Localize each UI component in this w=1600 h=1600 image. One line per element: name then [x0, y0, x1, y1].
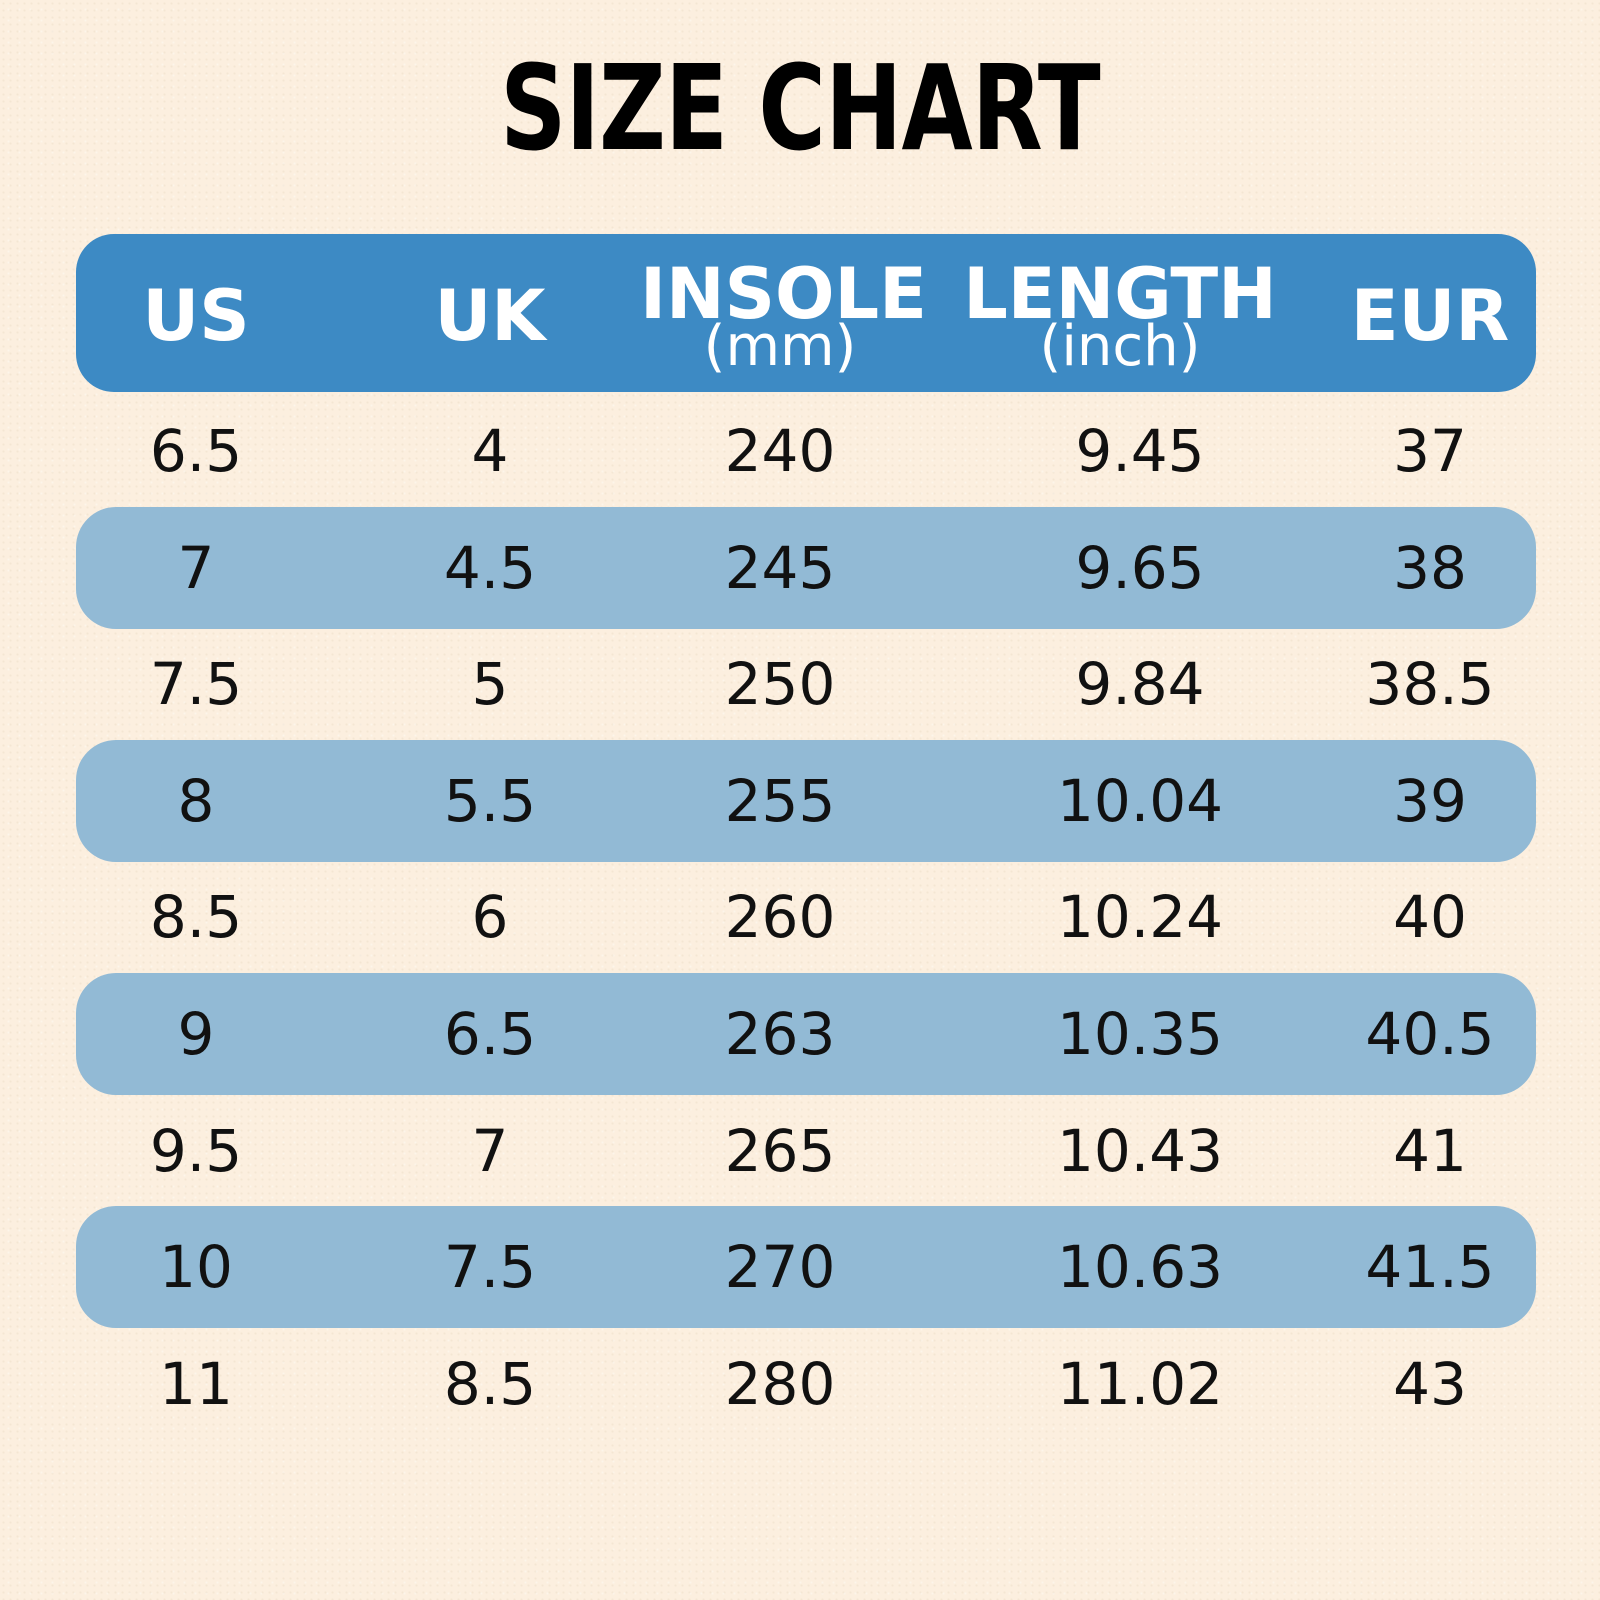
cell-inch: 10.35 — [1056, 1000, 1224, 1068]
cell-us: 6.5 — [149, 417, 243, 485]
cell-eur: 40 — [1393, 883, 1467, 951]
cell-uk: 4.5 — [443, 534, 537, 602]
header-us: US — [76, 234, 316, 392]
cell-eur: 41.5 — [1365, 1233, 1495, 1301]
page-title: SIZE CHART — [500, 39, 1101, 177]
table-row: 10 7.5 270 10.63 41.5 — [76, 1206, 1536, 1328]
cell-mm: 255 — [724, 767, 836, 835]
cell-eur: 39 — [1393, 767, 1467, 835]
header-length-unit: (inch) — [1039, 314, 1201, 379]
row-stripe — [76, 507, 1536, 629]
row-stripe — [76, 973, 1536, 1095]
cell-uk: 4 — [471, 417, 509, 485]
table-row: 6.5 4 240 9.45 37 — [76, 390, 1536, 512]
cell-mm: 260 — [724, 883, 836, 951]
header-length-label: LENGTH — [963, 253, 1277, 335]
table-row: 9.5 7 265 10.43 41 — [76, 1090, 1536, 1212]
cell-inch: 11.02 — [1056, 1350, 1224, 1418]
table-row: 7.5 5 250 9.84 38.5 — [76, 623, 1536, 745]
cell-inch: 10.04 — [1056, 767, 1224, 835]
cell-inch: 10.43 — [1056, 1117, 1224, 1185]
table-row: 11 8.5 280 11.02 43 — [76, 1323, 1536, 1445]
header-insole-label: INSOLE — [640, 253, 927, 335]
cell-mm: 240 — [724, 417, 836, 485]
cell-us: 9.5 — [149, 1117, 243, 1185]
cell-mm: 245 — [724, 534, 836, 602]
header-length: LENGTH (inch) — [960, 234, 1280, 392]
cell-mm: 270 — [724, 1233, 836, 1301]
header-uk: UK — [370, 234, 610, 392]
cell-mm: 250 — [724, 650, 836, 718]
cell-mm: 263 — [724, 1000, 836, 1068]
header-us-label: US — [142, 275, 250, 357]
cell-eur: 37 — [1393, 417, 1467, 485]
table-row: 9 6.5 263 10.35 40.5 — [76, 973, 1536, 1095]
cell-eur: 43 — [1393, 1350, 1467, 1418]
cell-uk: 5.5 — [443, 767, 537, 835]
row-stripe — [76, 1206, 1536, 1328]
cell-inch: 9.45 — [1075, 417, 1205, 485]
row-stripe — [76, 740, 1536, 862]
cell-uk: 7.5 — [443, 1233, 537, 1301]
cell-inch: 9.84 — [1075, 650, 1205, 718]
header-insole: INSOLE (mm) — [640, 234, 927, 392]
header-uk-label: UK — [434, 275, 546, 357]
cell-us: 9 — [177, 1000, 215, 1068]
cell-inch: 9.65 — [1075, 534, 1205, 602]
cell-us: 8 — [177, 767, 215, 835]
cell-us: 11 — [159, 1350, 233, 1418]
cell-uk: 8.5 — [443, 1350, 537, 1418]
cell-eur: 38 — [1393, 534, 1467, 602]
header-eur-label: EUR — [1350, 275, 1510, 357]
cell-uk: 5 — [471, 650, 509, 718]
table-row: 8 5.5 255 10.04 39 — [76, 740, 1536, 862]
cell-mm: 265 — [724, 1117, 836, 1185]
table-header-band — [76, 234, 1536, 392]
cell-mm: 280 — [724, 1350, 836, 1418]
cell-uk: 6 — [471, 883, 509, 951]
cell-eur: 41 — [1393, 1117, 1467, 1185]
cell-us: 8.5 — [149, 883, 243, 951]
cell-us: 7.5 — [149, 650, 243, 718]
cell-uk: 6.5 — [443, 1000, 537, 1068]
cell-eur: 40.5 — [1365, 1000, 1495, 1068]
cell-eur: 38.5 — [1365, 650, 1495, 718]
table-row: 8.5 6 260 10.24 40 — [76, 856, 1536, 978]
header-eur: EUR — [1310, 234, 1550, 392]
header-insole-unit: (mm) — [703, 314, 857, 379]
cell-us: 7 — [177, 534, 215, 602]
cell-inch: 10.24 — [1056, 883, 1224, 951]
cell-us: 10 — [159, 1233, 233, 1301]
cell-inch: 10.63 — [1056, 1233, 1224, 1301]
cell-uk: 7 — [471, 1117, 509, 1185]
table-row: 7 4.5 245 9.65 38 — [76, 507, 1536, 629]
